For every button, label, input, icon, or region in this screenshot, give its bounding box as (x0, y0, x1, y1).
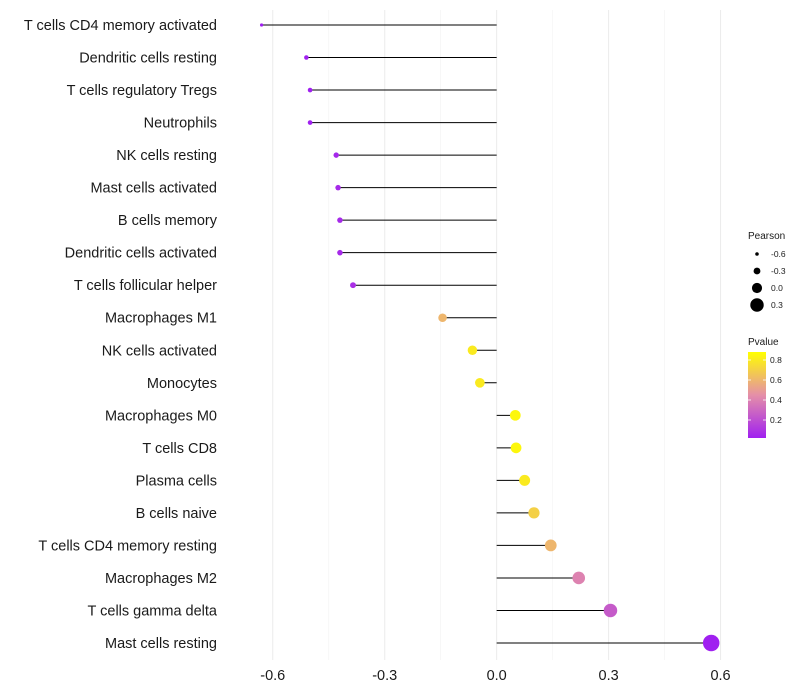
size-legend-label: -0.3 (771, 266, 786, 276)
category-label: Mast cells resting (105, 636, 217, 652)
x-tick-label: 0.0 (487, 668, 507, 684)
dot-2 (307, 87, 313, 93)
dot-15 (528, 507, 540, 519)
dot-10 (467, 345, 478, 355)
category-label: NK cells resting (116, 148, 217, 164)
category-label: Neutrophils (144, 116, 217, 132)
dot-11 (475, 377, 485, 388)
dot-4 (333, 152, 339, 158)
category-label: T cells regulatory Tregs (67, 83, 217, 99)
category-label: Dendritic cells activated (65, 246, 217, 262)
dot-7 (337, 249, 343, 256)
category-label: T cells CD4 memory resting (38, 538, 217, 554)
color-legend-label: 0.4 (770, 395, 782, 405)
category-label: Dendritic cells resting (79, 51, 217, 67)
category-labels: T cells CD4 memory activated Dendritic ce… (24, 18, 218, 652)
size-legend-label: 0.0 (771, 283, 783, 293)
dot-13 (510, 442, 522, 454)
lollipop-dots (259, 23, 720, 652)
color-legend-label: 0.8 (770, 355, 782, 365)
category-label: NK cells activated (102, 343, 217, 359)
dot-9 (438, 313, 447, 323)
dot-8 (350, 282, 356, 289)
x-tick-label: 0.3 (599, 668, 619, 684)
category-label: Mast cells activated (90, 181, 217, 197)
grid-lines (272, 10, 722, 660)
dot-16 (544, 539, 557, 552)
dot-12 (509, 409, 521, 421)
size-legend-key-3 (750, 298, 764, 312)
x-tick-label: 0.6 (710, 668, 730, 684)
x-tick-label: -0.6 (260, 668, 285, 684)
size-legend-key-2 (751, 282, 763, 294)
category-label: Macrophages M2 (105, 571, 217, 587)
dot-18 (603, 603, 618, 618)
x-tick-labels: -0.6 -0.3 0.0 0.3 0.6 (260, 668, 730, 684)
color-legend-label: 0.2 (770, 415, 782, 425)
color-legend: Pvalue 0.2 0.4 0.6 0.8 (748, 337, 782, 438)
color-legend-bar (748, 352, 766, 438)
dot-6 (337, 217, 343, 223)
category-label: Macrophages M1 (105, 311, 217, 327)
category-label: B cells memory (118, 213, 218, 229)
category-label: T cells follicular helper (74, 278, 217, 294)
size-legend-label: -0.6 (771, 249, 786, 259)
dot-19 (702, 634, 720, 652)
category-label: B cells naive (136, 506, 217, 522)
category-label: T cells CD8 (142, 441, 217, 457)
dot-17 (572, 571, 586, 585)
dot-1 (304, 55, 309, 60)
dot-14 (519, 474, 531, 486)
category-label: T cells CD4 memory activated (24, 18, 217, 34)
size-legend-key-0 (755, 252, 759, 256)
category-label: Plasma cells (136, 473, 217, 489)
size-legend-label: 0.3 (771, 300, 783, 310)
dot-3 (307, 120, 313, 125)
category-label: Macrophages M0 (105, 408, 217, 424)
category-label: T cells gamma delta (88, 603, 218, 619)
size-legend: Pearson -0.6 -0.3 0.0 0.3 (748, 231, 786, 312)
category-label: Monocytes (147, 376, 217, 392)
size-legend-title: Pearson (748, 231, 785, 242)
size-legend-key-1 (753, 267, 761, 275)
color-legend-title: Pvalue (748, 337, 779, 348)
color-legend-label: 0.6 (770, 375, 782, 385)
dot-5 (335, 184, 341, 191)
dot-0 (259, 23, 264, 27)
x-tick-label: -0.3 (372, 668, 397, 684)
